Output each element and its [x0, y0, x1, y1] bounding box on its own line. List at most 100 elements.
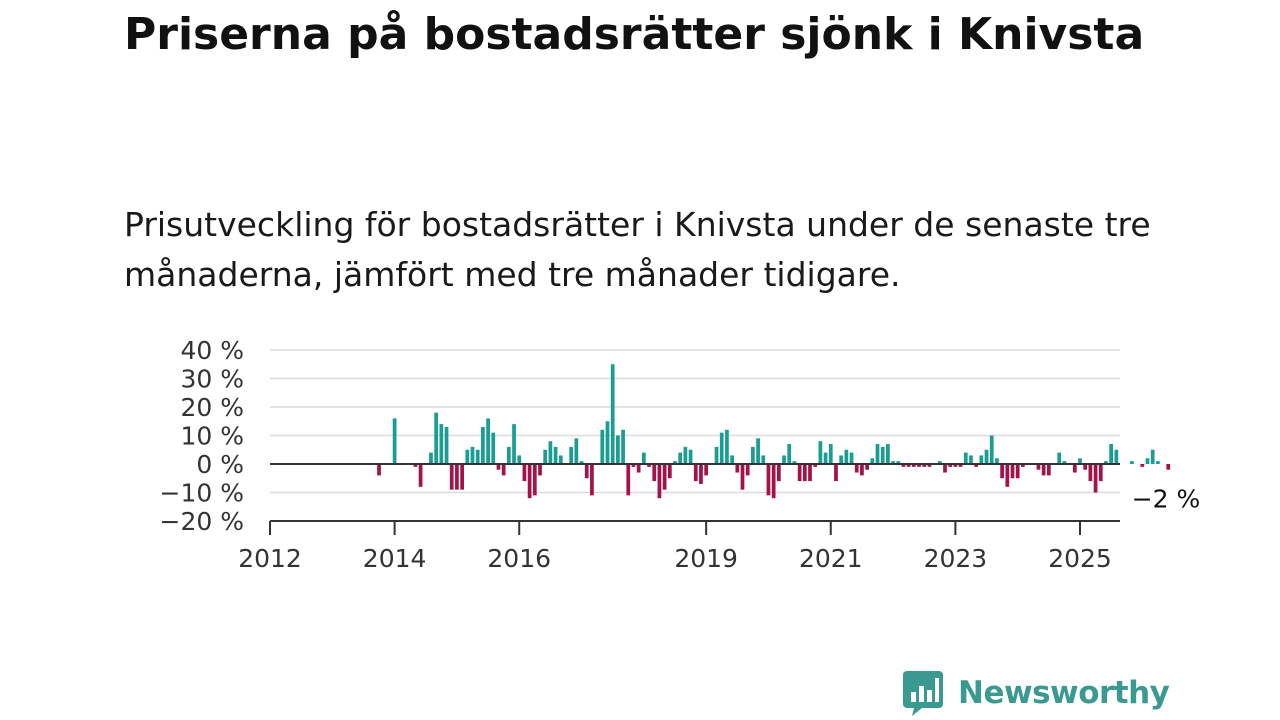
- chart-title: Priserna på bostadsrätter sjönk i Knivst…: [124, 9, 1145, 60]
- bar: [616, 435, 620, 464]
- bar: [605, 421, 610, 464]
- bar: [725, 429, 729, 464]
- bar: [1057, 452, 1062, 464]
- bar: [657, 464, 662, 499]
- bar: [818, 441, 823, 464]
- bar: [860, 464, 864, 476]
- bar: [486, 418, 490, 464]
- bar: [626, 464, 631, 496]
- bar: [517, 455, 522, 464]
- bar: [491, 432, 496, 464]
- bar: [776, 464, 781, 482]
- bar: [652, 464, 657, 482]
- bar: [963, 452, 968, 464]
- y-tick-label: 40 %: [180, 336, 244, 365]
- bar: [688, 449, 693, 464]
- bar: [714, 446, 719, 464]
- bar: [865, 464, 869, 470]
- bar: [1114, 449, 1119, 464]
- bar: [527, 464, 532, 499]
- bar: [943, 464, 947, 473]
- bar: [787, 444, 792, 464]
- bar: [745, 464, 750, 476]
- bar: [704, 464, 709, 476]
- bar: [761, 455, 766, 464]
- newsworthy-logo: Newsworthy: [902, 670, 1170, 716]
- bar: [1072, 464, 1077, 473]
- bar: [631, 464, 636, 467]
- bar: [460, 464, 464, 490]
- chart-subtitle: Prisutveckling för bostadsrätter i Knivs…: [124, 205, 1151, 294]
- bar: [958, 464, 963, 467]
- x-tick-label: 2019: [674, 544, 738, 573]
- bar: [600, 429, 605, 464]
- bar: [740, 464, 745, 490]
- bar: [418, 464, 423, 487]
- y-tick-label: −10 %: [160, 479, 244, 508]
- bar: [1078, 458, 1082, 464]
- newsworthy-bar-icon: [903, 671, 943, 716]
- bar: [995, 458, 999, 464]
- bar: [636, 464, 641, 473]
- y-tick-label: 10 %: [180, 422, 244, 451]
- bar: [974, 464, 979, 467]
- bar: [1041, 464, 1046, 476]
- bar: [870, 458, 875, 464]
- bar: [896, 461, 901, 464]
- bar: [917, 464, 921, 467]
- y-tick-label: −20 %: [160, 507, 244, 536]
- bar: [1088, 464, 1093, 482]
- bar: [989, 435, 994, 464]
- bar: [766, 464, 771, 496]
- bar: [1021, 464, 1025, 467]
- bar: [1005, 464, 1010, 487]
- bar: [922, 464, 927, 467]
- bar: [948, 464, 953, 467]
- bar: [886, 444, 890, 464]
- bar: [584, 464, 589, 479]
- brand-name: Newsworthy: [958, 675, 1170, 711]
- bar: [802, 464, 807, 482]
- bar: [512, 424, 516, 464]
- bar: [984, 449, 989, 464]
- y-tick-label: 30 %: [180, 365, 244, 394]
- x-tick-label: 2016: [487, 544, 551, 573]
- bar: [610, 364, 615, 464]
- x-tick-label: 2023: [924, 544, 988, 573]
- bar: [1036, 464, 1041, 470]
- bar: [953, 464, 958, 467]
- bar: [1109, 444, 1114, 464]
- bar: [906, 464, 911, 467]
- bar: [844, 449, 849, 464]
- bar: [813, 464, 818, 467]
- bar: [823, 452, 828, 464]
- bar: [901, 464, 906, 467]
- bar: [875, 444, 880, 464]
- bar: [782, 455, 786, 464]
- bar: [429, 452, 433, 464]
- bar: [590, 464, 594, 496]
- last-value-annotation: −2 %: [1132, 485, 1201, 514]
- bar: [1000, 464, 1004, 479]
- bar: [771, 464, 776, 499]
- x-tick-label: 2014: [363, 544, 427, 573]
- bar: [1150, 449, 1155, 464]
- bar: [392, 418, 397, 464]
- y-tick-label: 20 %: [180, 393, 244, 422]
- bar: [891, 461, 895, 464]
- bar: [828, 444, 833, 464]
- bar: [1083, 464, 1088, 470]
- bar: [849, 452, 854, 464]
- bar: [1015, 464, 1020, 479]
- bar: [1093, 464, 1098, 493]
- bar: [558, 455, 563, 464]
- bar: [501, 464, 506, 476]
- bar: [444, 426, 449, 464]
- bar: [756, 438, 760, 464]
- bar: [678, 452, 683, 464]
- bar: [662, 464, 667, 490]
- bar: [1062, 461, 1067, 464]
- bar: [621, 429, 625, 464]
- bar: [548, 441, 553, 464]
- bar: [911, 464, 916, 467]
